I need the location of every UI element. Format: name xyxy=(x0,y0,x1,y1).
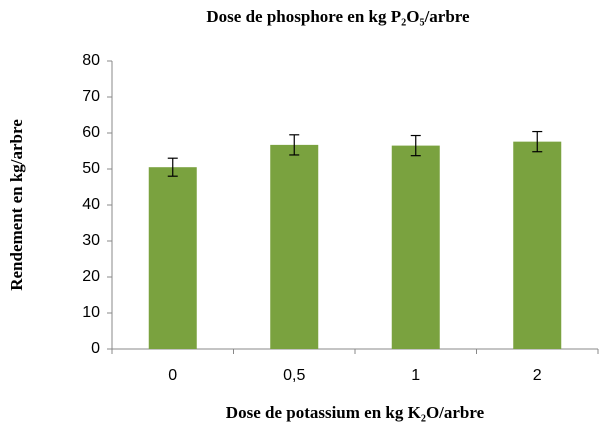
y-tick-label: 10 xyxy=(82,304,100,321)
bar xyxy=(270,144,319,349)
chart-title: Dose de phosphore en kg P₂O₅/arbre xyxy=(206,7,470,26)
bar xyxy=(391,145,440,349)
y-tick-label: 40 xyxy=(82,196,100,213)
error-bar xyxy=(532,130,543,153)
y-tick-label: 80 xyxy=(82,52,100,69)
y-tick-label: 50 xyxy=(82,160,100,177)
x-axis-label: Dose de potassium en kg K₂O/arbre xyxy=(226,403,485,422)
error-bar xyxy=(289,134,300,156)
x-tick-label: 0 xyxy=(168,367,177,384)
x-tick-label: 0,5 xyxy=(283,367,305,384)
y-axis-label: Rendement en kg/arbre xyxy=(7,119,26,291)
x-tick-label: 1 xyxy=(411,367,420,384)
bar xyxy=(148,167,197,349)
error-bar xyxy=(410,134,421,157)
error-bar xyxy=(167,157,178,177)
bar xyxy=(513,141,562,349)
y-tick-label: 70 xyxy=(82,88,100,105)
y-tick-label: 0 xyxy=(91,340,100,357)
y-tick-label: 60 xyxy=(82,124,100,141)
y-tick-label: 30 xyxy=(82,232,100,249)
y-tick-label: 20 xyxy=(82,268,100,285)
x-tick-label: 2 xyxy=(533,367,542,384)
